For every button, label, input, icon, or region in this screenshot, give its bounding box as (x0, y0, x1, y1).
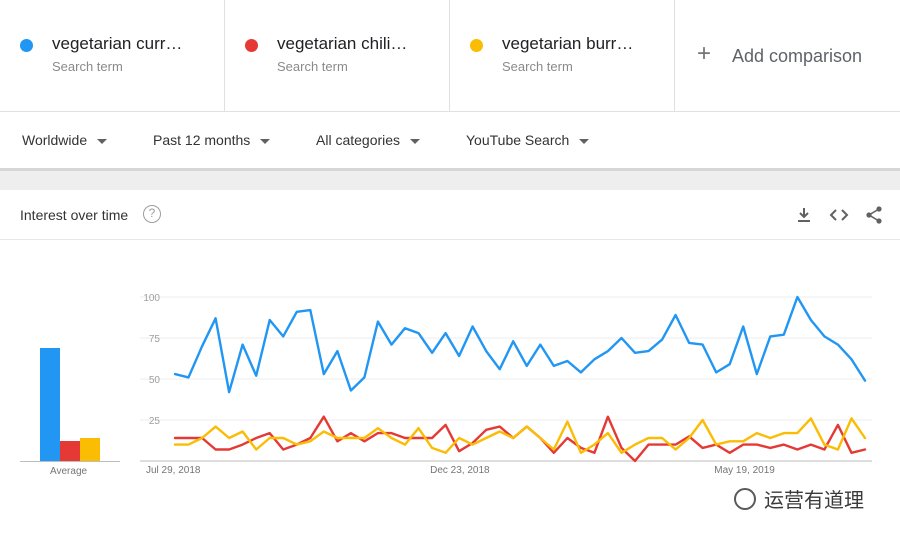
source-dropdown[interactable]: YouTube Search (466, 132, 590, 148)
search-term-subtitle: Search term (52, 59, 123, 74)
category-value: All categories (316, 132, 401, 148)
section-divider (0, 168, 900, 190)
card-header-divider (0, 239, 900, 240)
chevron-down-icon (97, 138, 108, 144)
add-comparison-button[interactable]: + Add comparison (675, 0, 900, 111)
average-bar-term-2 (60, 441, 80, 461)
term-color-dot (470, 39, 483, 52)
search-term-name: vegetarian curr… (52, 34, 183, 53)
x-tick-label: Jul 29, 2018 (146, 465, 201, 476)
filter-row: Worldwide Past 12 months All categories … (0, 112, 900, 168)
section-divider-line (0, 168, 900, 171)
search-term-2[interactable]: vegetarian chili… Search term (225, 0, 450, 112)
chevron-down-icon (410, 138, 421, 144)
term-color-dot (20, 39, 33, 52)
x-tick-label: May 19, 2019 (714, 465, 775, 476)
chevron-down-icon (579, 138, 590, 144)
source-value: YouTube Search (466, 132, 570, 148)
term-color-dot (245, 39, 258, 52)
search-term-3[interactable]: vegetarian burr… Search term (450, 0, 675, 112)
region-value: Worldwide (22, 132, 88, 148)
search-term-subtitle: Search term (502, 59, 573, 74)
wechat-icon (734, 487, 756, 510)
y-tick-label: 75 (149, 334, 161, 345)
region-dropdown[interactable]: Worldwide (22, 132, 108, 148)
average-label: Average (50, 466, 88, 477)
help-icon[interactable]: ? (143, 205, 161, 223)
category-dropdown[interactable]: All categories (316, 132, 421, 148)
average-bar-term-3 (80, 438, 100, 461)
watermark: 运营有道理 (734, 484, 864, 513)
y-tick-label: 25 (149, 416, 161, 427)
search-terms-bar: vegetarian curr… Search term vegetarian … (0, 0, 900, 112)
time-range-dropdown[interactable]: Past 12 months (153, 132, 271, 148)
average-axis (20, 461, 120, 462)
plus-icon: + (697, 40, 712, 67)
search-term-subtitle: Search term (277, 59, 348, 74)
add-comparison-label: Add comparison (732, 46, 863, 66)
search-term-name: vegetarian burr… (502, 34, 634, 53)
series-line-1 (173, 295, 867, 394)
y-tick-label: 50 (149, 375, 161, 386)
embed-icon[interactable] (829, 205, 849, 225)
share-icon[interactable] (864, 205, 884, 225)
series-line-3 (173, 417, 867, 454)
interest-over-time-card: Interest over time ? Average (0, 190, 900, 537)
y-tick-label: 100 (143, 293, 160, 304)
search-term-name: vegetarian chili… (277, 34, 408, 53)
search-term-1[interactable]: vegetarian curr… Search term (0, 0, 225, 112)
card-title: Interest over time (20, 207, 129, 223)
watermark-text: 运营有道理 (764, 490, 864, 512)
average-bar-term-1 (40, 347, 60, 461)
download-icon[interactable] (794, 205, 814, 225)
time-range-value: Past 12 months (153, 132, 251, 148)
chevron-down-icon (260, 138, 271, 144)
x-tick-label: Dec 23, 2018 (430, 465, 490, 476)
